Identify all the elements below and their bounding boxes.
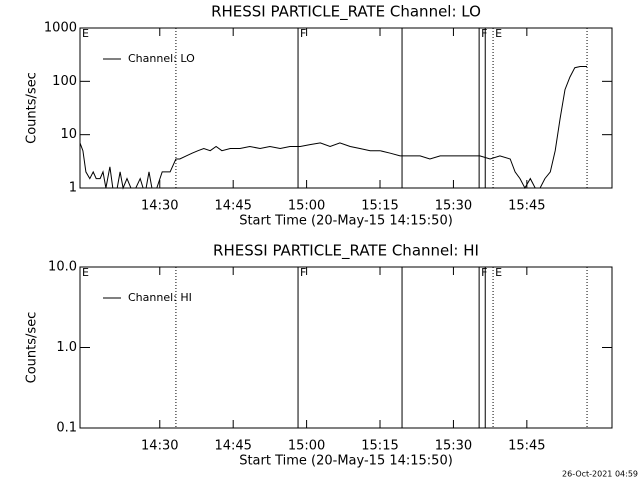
y-tick-label: 100	[52, 74, 77, 89]
x-tick-label: 14:30	[141, 439, 178, 454]
event-label: F	[481, 27, 487, 40]
y-tick-label: 10	[60, 127, 77, 142]
event-label: E	[495, 266, 502, 279]
x-axis-label: Start Time (20-May-15 14:15:50)	[239, 454, 453, 469]
y-tick-label: 1.0	[56, 340, 77, 355]
x-tick-label: 15:00	[288, 439, 325, 454]
y-axis-label: Counts/sec	[25, 312, 40, 384]
event-label: F	[300, 27, 306, 40]
y-tick-label: 10.0	[48, 260, 77, 275]
y-tick-label: 1000	[44, 21, 77, 36]
event-label: F	[300, 266, 306, 279]
event-label: F	[481, 266, 487, 279]
x-tick-label: 15:00	[288, 199, 325, 214]
event-label: E	[82, 266, 89, 279]
event-label: E	[82, 27, 89, 40]
x-axis-label: Start Time (20-May-15 14:15:50)	[239, 214, 453, 229]
legend-label: Channel: HI	[128, 291, 192, 304]
x-tick-label: 15:30	[435, 439, 472, 454]
event-label: E	[495, 27, 502, 40]
legend-label: Channel: LO	[128, 52, 195, 65]
chart-title: RHESSI PARTICLE_RATE Channel: LO	[211, 3, 481, 22]
y-axis-label: Counts/sec	[25, 72, 40, 144]
y-tick-label: 0.1	[56, 421, 77, 436]
x-tick-label: 14:30	[141, 199, 178, 214]
chart-title: RHESSI PARTICLE_RATE Channel: HI	[213, 242, 479, 261]
x-tick-label: 14:45	[214, 439, 251, 454]
x-tick-label: 15:45	[508, 439, 545, 454]
footer: 26-Oct-2021 04:59	[562, 470, 638, 479]
y-tick-label: 1	[69, 181, 77, 196]
x-tick-label: 15:15	[361, 199, 398, 214]
x-tick-label: 15:45	[508, 199, 545, 214]
x-tick-label: 14:45	[214, 199, 251, 214]
x-tick-label: 15:30	[435, 199, 472, 214]
x-tick-label: 15:15	[361, 439, 398, 454]
plot-frame	[79, 27, 613, 189]
data-line	[79, 66, 587, 190]
